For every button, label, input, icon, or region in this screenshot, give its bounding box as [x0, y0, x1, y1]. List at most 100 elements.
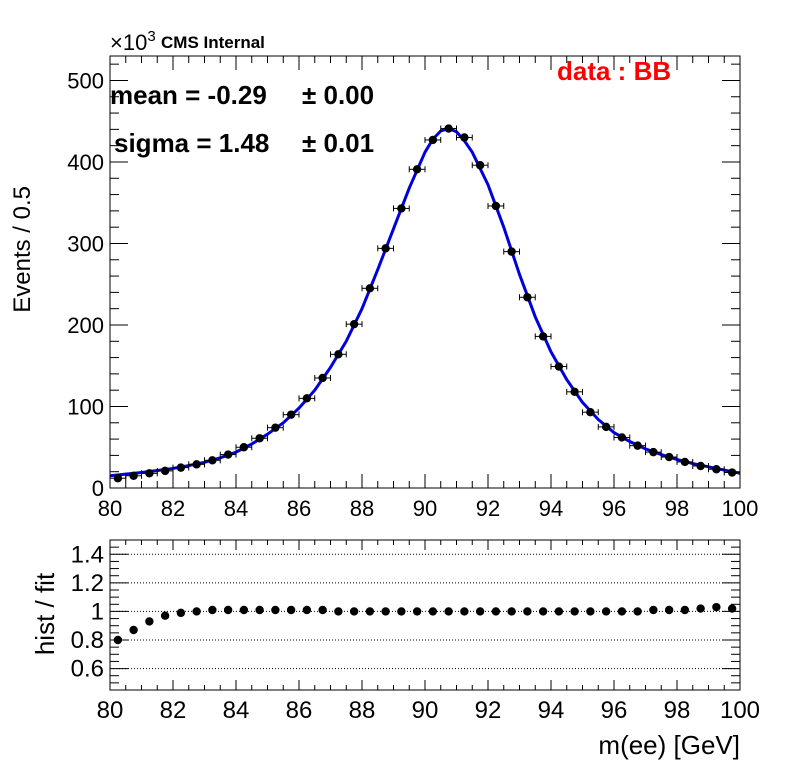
main-x-tick-label: 80	[98, 496, 122, 521]
data-point	[408, 165, 426, 174]
ratio-x-tick-label: 92	[475, 697, 502, 724]
ratio-x-tick-label: 82	[160, 697, 187, 724]
ratio-panel: 80 82 84 86 88 90 92 94 96 98 100 0.60.811.21.4 hi…	[30, 539, 760, 760]
ratio-x-tick-label: 86	[286, 697, 313, 724]
ratio-point	[192, 607, 201, 616]
fit-curve-group	[109, 127, 741, 478]
ratio-x-tick-label: 80	[97, 697, 124, 724]
ratio-point	[428, 607, 438, 616]
main-x-tick-labels: 80 82 84 86 88 90 92 94 96 98 100	[98, 496, 759, 521]
data-point	[156, 466, 174, 476]
ratio-point	[554, 607, 564, 616]
data-point	[361, 284, 379, 293]
ratio-x-tick-label: 98	[664, 697, 691, 724]
ratio-point	[633, 607, 642, 616]
main-y-tick-labels: 0 100 200 300 400 500	[67, 68, 104, 501]
sigma-error: ± 0.01	[302, 128, 374, 158]
ratio-point	[160, 611, 170, 620]
data-point	[330, 350, 347, 359]
fit-curve	[109, 127, 741, 478]
data-point	[645, 447, 662, 457]
data-point	[125, 471, 142, 480]
ratio-point	[475, 607, 485, 616]
ratio-point	[129, 625, 138, 635]
data-point	[282, 410, 300, 419]
ratio-point	[491, 607, 501, 616]
data-point	[723, 468, 741, 477]
ratio-x-tick-labels: 80 82 84 86 88 90 92 94 96 98 100	[97, 697, 760, 724]
data-point	[440, 124, 457, 133]
data-point	[456, 133, 473, 142]
main-x-tick-label: 94	[539, 496, 563, 521]
y-scale-factor: ×103	[110, 28, 156, 55]
ratio-gridlines	[110, 553, 740, 670]
main-x-tick-label: 82	[161, 496, 185, 521]
ratio-y-tick-label: 0.8	[71, 627, 104, 654]
data-point	[235, 443, 253, 452]
main-x-tick-label: 100	[722, 496, 759, 521]
data-point	[534, 332, 552, 341]
ratio-point	[649, 605, 658, 615]
experiment-label: CMS Internal	[161, 33, 265, 52]
data-points-group	[109, 124, 741, 483]
ratio-point	[444, 607, 453, 616]
ratio-y-axis-title: hist / fit	[30, 572, 60, 655]
ratio-point	[365, 607, 375, 616]
y-scale-exponent: 3	[147, 28, 155, 45]
main-x-tick-label: 90	[413, 496, 437, 521]
data-point	[251, 434, 268, 443]
data-point	[613, 433, 631, 442]
ratio-point	[538, 607, 548, 616]
ratio-point	[223, 605, 233, 615]
sigma-label: sigma = 1.48	[114, 128, 269, 158]
ratio-point	[507, 607, 516, 616]
ratio-point	[696, 604, 705, 613]
data-point	[471, 161, 489, 170]
main-plot-frame	[109, 55, 741, 489]
ratio-ticks	[109, 540, 741, 690]
ratio-point	[712, 602, 721, 612]
ratio-x-tick-label: 96	[601, 697, 628, 724]
data-point	[550, 362, 568, 371]
main-y-tick-label: 100	[67, 394, 104, 419]
data-point	[172, 463, 190, 472]
main-x-tick-label: 86	[287, 496, 311, 521]
main-x-tick-label: 84	[224, 496, 248, 521]
ratio-points-group	[113, 602, 737, 645]
ratio-x-tick-label: 94	[538, 697, 565, 724]
ratio-y-tick-label: 1.4	[71, 541, 104, 568]
ratio-point	[412, 607, 422, 616]
data-point	[676, 457, 694, 467]
ratio-point	[601, 607, 611, 616]
main-panel: 80 82 84 86 88 90 92 94 96 98 100 0 100 200 300 400 500…	[9, 28, 758, 521]
main-y-tick-label: 500	[67, 68, 104, 93]
ratio-y-tick-label: 1	[91, 598, 104, 625]
ratio-point	[680, 605, 690, 615]
ratio-point	[570, 607, 579, 616]
main-x-tick-label: 92	[476, 496, 500, 521]
ratio-point	[523, 607, 532, 616]
ratio-point	[397, 607, 406, 616]
ratio-point	[208, 605, 217, 615]
data-point	[708, 465, 725, 474]
data-point	[503, 247, 520, 256]
data-point	[582, 407, 599, 417]
ratio-x-tick-label: 90	[412, 697, 439, 724]
category-label: data : BB	[557, 56, 671, 86]
data-point	[345, 319, 363, 329]
data-point	[487, 201, 505, 211]
ratio-point	[255, 605, 264, 615]
main-x-tick-label: 88	[350, 496, 374, 521]
data-point	[629, 441, 646, 450]
ratio-y-tick-labels: 0.60.811.21.4	[71, 541, 104, 682]
ratio-point	[460, 607, 469, 616]
ratio-point	[286, 605, 296, 615]
data-point	[597, 422, 615, 432]
mean-error: ± 0.00	[302, 80, 374, 110]
main-y-tick-label: 400	[67, 150, 104, 175]
ratio-y-tick-label: 1.2	[71, 570, 104, 597]
main-y-tick-label: 300	[67, 231, 104, 256]
ratio-point	[176, 608, 186, 618]
y-axis-title: Events / 0.5	[9, 186, 36, 313]
ratio-point	[113, 635, 123, 645]
